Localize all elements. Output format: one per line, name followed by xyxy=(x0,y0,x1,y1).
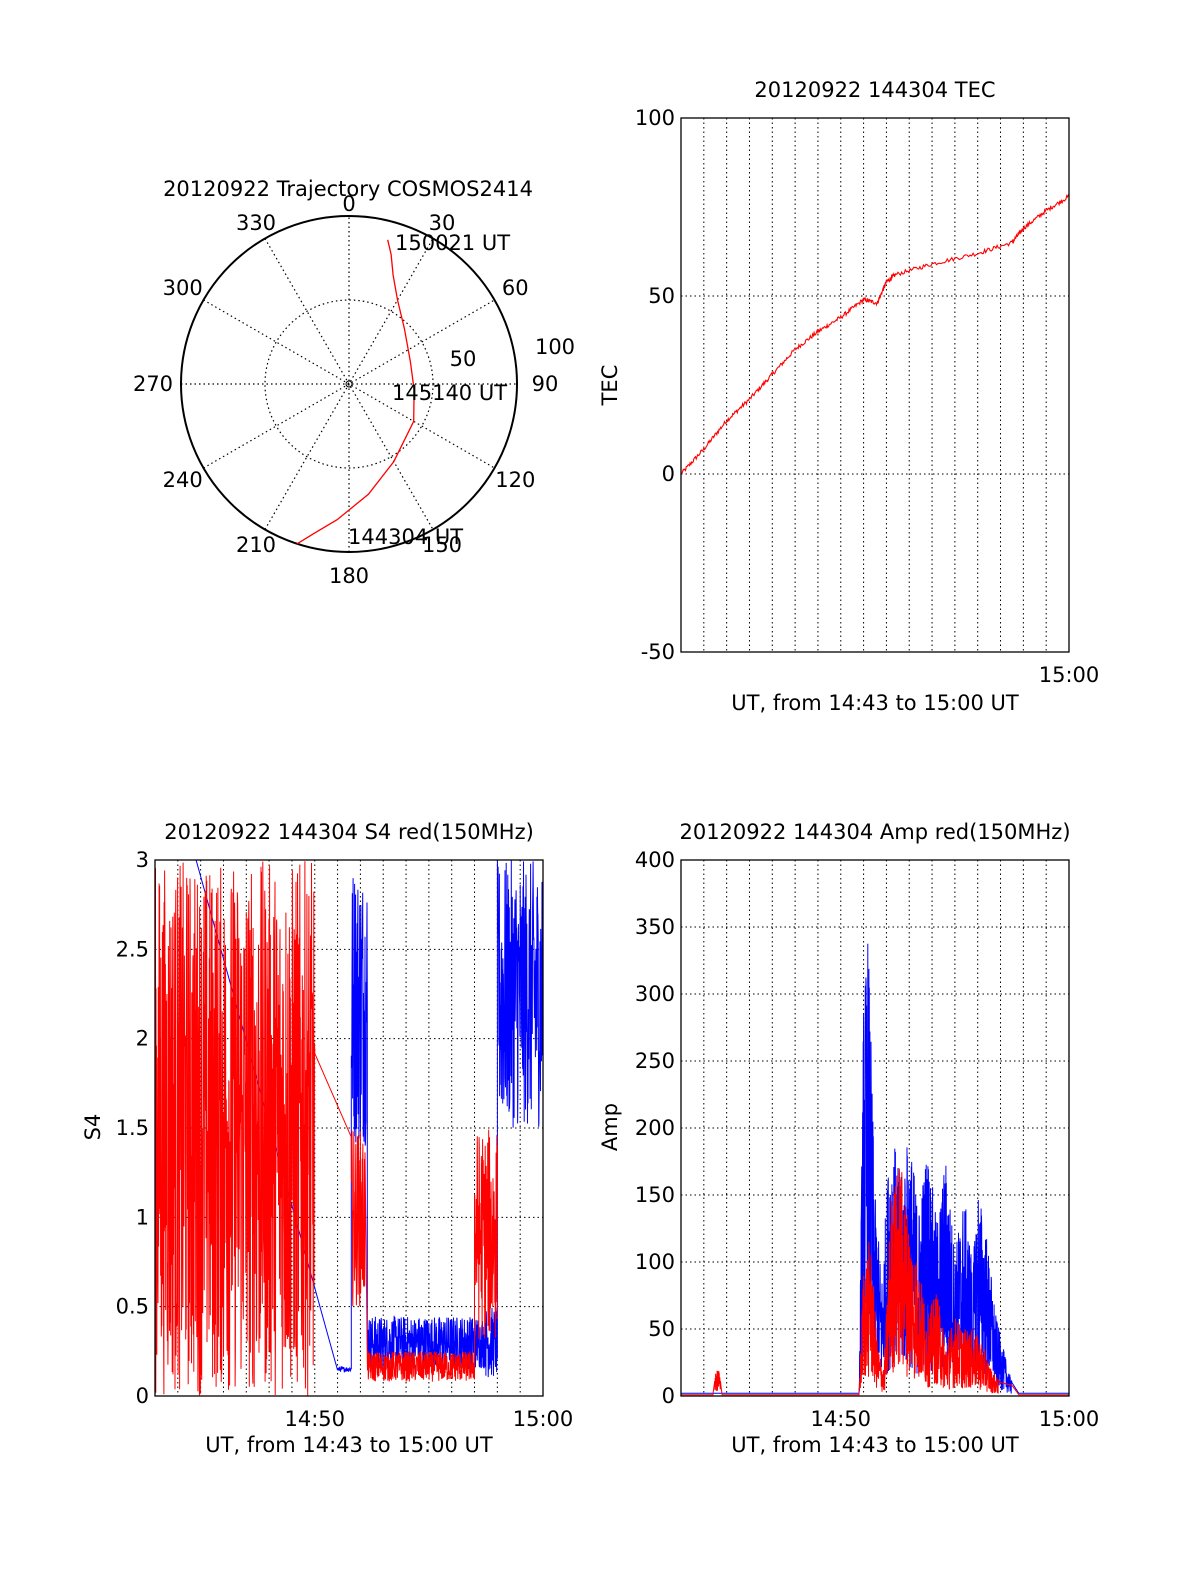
polar-annotation-end: 150021 UT xyxy=(395,231,510,255)
polar-radial-tick-label: 50 xyxy=(450,347,477,371)
polar-azimuth-tick-label: 300 xyxy=(163,276,203,300)
polar-annotation-mid: 145140 UT xyxy=(392,381,507,405)
amp-xlabel: UT, from 14:43 to 15:00 UT xyxy=(731,1433,1019,1457)
s4-blue-line xyxy=(155,859,544,1378)
polar-azimuth-tick-label: 30 xyxy=(429,211,456,235)
polar-title: 20120922 Trajectory COSMOS2414 xyxy=(163,177,533,201)
polar-azimuth-tick-label: 120 xyxy=(495,468,535,492)
s4-y-tick-label: 1.5 xyxy=(116,1116,149,1140)
s4-chart: 20120922 144304 S4 red(150MHz) 0 0.5 1 1.5 2… xyxy=(81,820,573,1457)
amp-y-tick-label: 400 xyxy=(635,848,675,872)
tec-chart: 20120922 144304 TEC -50 0 50 100 15:00 UT, f… xyxy=(598,78,1099,715)
tec-y-tick-label: 50 xyxy=(648,284,675,308)
amp-y-tick-label: 250 xyxy=(635,1049,675,1073)
s4-xlabel: UT, from 14:43 to 15:00 UT xyxy=(205,1433,493,1457)
polar-azimuth-tick-label: 330 xyxy=(236,211,276,235)
s4-x-tick-label: 15:00 xyxy=(513,1407,574,1431)
polar-azimuth-tick-label: 60 xyxy=(502,276,529,300)
amp-x-tick-label: 15:00 xyxy=(1039,1407,1100,1431)
s4-title: 20120922 144304 S4 red(150MHz) xyxy=(164,820,534,844)
amp-chart: 20120922 144304 Amp red(150MHz) 0 50 100 15… xyxy=(598,820,1099,1457)
amp-red-line xyxy=(681,1168,1069,1396)
s4-y-tick-label: 3 xyxy=(136,848,149,872)
s4-series xyxy=(154,859,544,1396)
polar-trajectory-chart: 20120922 Trajectory COSMOS2414 0 30 60 90 12… xyxy=(133,177,575,588)
tec-y-tick-label: 100 xyxy=(635,106,675,130)
tec-y-tick-label: -50 xyxy=(641,640,675,664)
polar-tick-labels: 0 30 60 90 120 150 180 210 240 270 300 330 50 100 xyxy=(133,192,575,588)
amp-y-tick-label: 200 xyxy=(635,1116,675,1140)
amp-title: 20120922 144304 Amp red(150MHz) xyxy=(679,820,1070,844)
polar-azimuth-tick-label: 240 xyxy=(163,468,203,492)
s4-y-tick-label: 2 xyxy=(136,1027,149,1051)
polar-series xyxy=(296,239,415,545)
polar-azimuth-tick-label: 150 xyxy=(422,533,462,557)
amp-y-tick-label: 150 xyxy=(635,1183,675,1207)
s4-red-line xyxy=(154,861,498,1396)
polar-azimuth-tick-label: 0 xyxy=(342,192,355,216)
s4-y-tick-label: 1 xyxy=(136,1205,149,1229)
polar-azimuth-tick-label: 180 xyxy=(329,564,369,588)
polar-radial-tick-label: 100 xyxy=(535,335,575,359)
tec-line xyxy=(680,193,1070,475)
tec-x-tick-label: 15:00 xyxy=(1039,663,1100,687)
amp-ylabel: Amp xyxy=(598,1103,622,1151)
tec-axes: -50 0 50 100 15:00 xyxy=(635,106,1099,687)
amp-y-tick-label: 350 xyxy=(635,915,675,939)
tec-xlabel: UT, from 14:43 to 15:00 UT xyxy=(731,691,1019,715)
amp-frame xyxy=(680,859,1070,1397)
tec-title: 20120922 144304 TEC xyxy=(754,78,995,102)
polar-azimuth-tick-label: 270 xyxy=(133,372,173,396)
tec-grid xyxy=(681,118,1069,652)
polar-azimuth-tick-label: 210 xyxy=(236,533,276,557)
amp-series xyxy=(681,943,1069,1396)
polar-annotation-start: 144304 UT xyxy=(348,525,463,549)
s4-y-tick-label: 2.5 xyxy=(116,937,149,961)
tec-frame xyxy=(680,117,1070,653)
s4-y-tick-label: 0.5 xyxy=(116,1295,149,1319)
polar-trajectory-line xyxy=(296,239,415,545)
s4-y-tick-label: 0 xyxy=(136,1384,149,1408)
s4-frame xyxy=(154,859,544,1397)
amp-y-tick-label: 100 xyxy=(635,1250,675,1274)
polar-azimuth-tick-label: 90 xyxy=(532,372,559,396)
polar-spoke-line xyxy=(264,238,434,530)
tec-y-tick-label: 0 xyxy=(662,462,675,486)
tec-series xyxy=(680,193,1070,475)
amp-axes: 0 50 100 150 200 250 300 350 400 14:50 15:00 xyxy=(635,848,1099,1431)
tec-ylabel: TEC xyxy=(598,365,622,407)
s4-ylabel: S4 xyxy=(81,1114,105,1141)
amp-y-tick-label: 300 xyxy=(635,982,675,1006)
s4-x-tick-label: 14:50 xyxy=(284,1407,345,1431)
amp-y-tick-label: 50 xyxy=(648,1317,675,1341)
amp-x-tick-label: 14:50 xyxy=(810,1407,871,1431)
amp-y-tick-label: 0 xyxy=(662,1384,675,1408)
s4-axes: 0 0.5 1 1.5 2 2.5 3 14:50 15:00 xyxy=(116,848,574,1431)
polar-grid xyxy=(180,215,518,553)
